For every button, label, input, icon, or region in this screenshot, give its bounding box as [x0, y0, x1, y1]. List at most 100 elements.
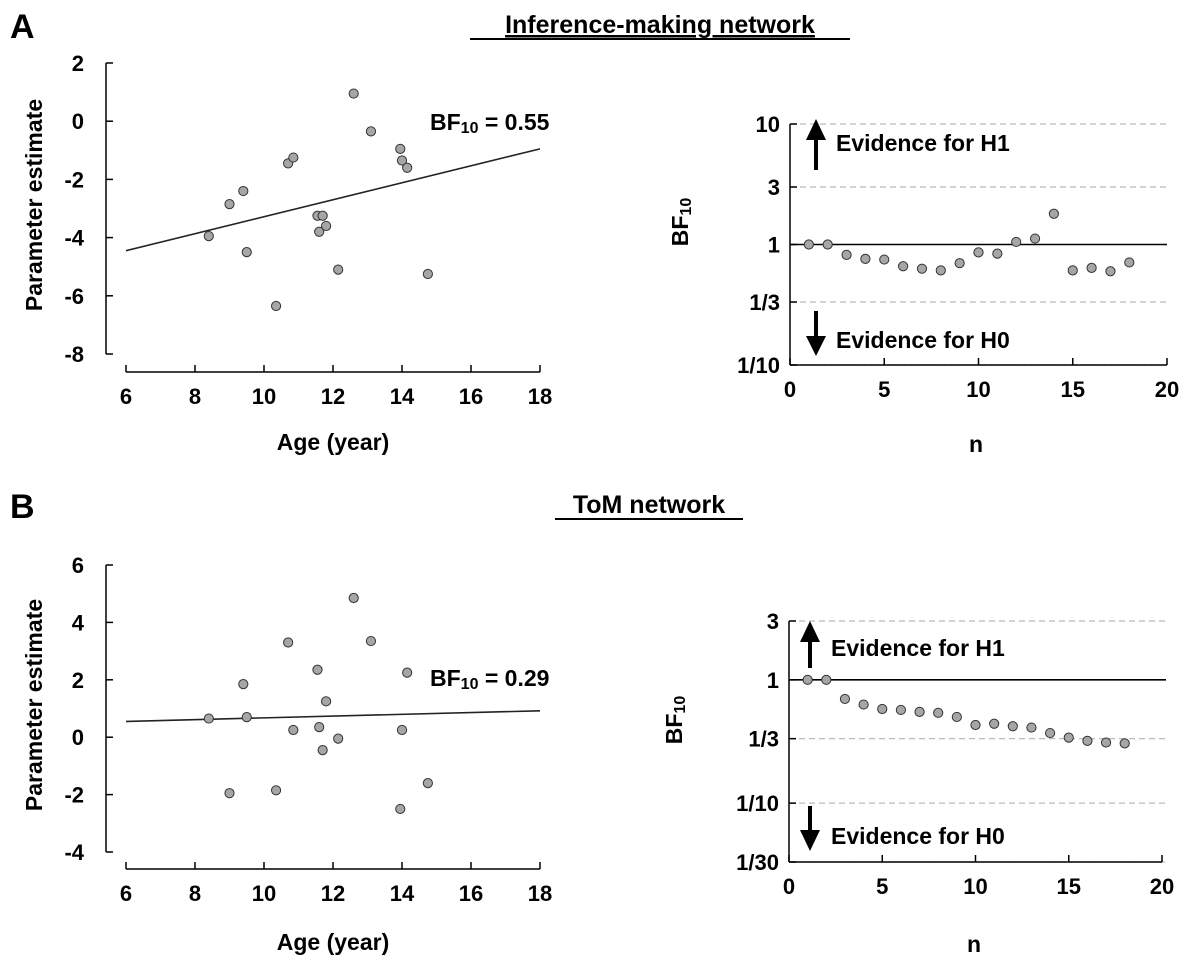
data-point	[396, 155, 408, 166]
y-tick-label: 3	[768, 175, 780, 200]
x-tick-label: 20	[1155, 377, 1179, 402]
data-point	[238, 185, 249, 197]
data-point	[989, 718, 1000, 729]
y-tick-label: 0	[72, 109, 84, 134]
panel-letter-b: B	[10, 488, 35, 526]
x-tick-label: 6	[120, 384, 132, 409]
scatter-a-bf-annotation: BF10 = 0.55	[430, 109, 550, 137]
panel-letter-a: A	[10, 8, 35, 46]
data-point	[224, 788, 235, 799]
panel-title-a: Inference-making network	[505, 11, 815, 39]
data-point	[312, 664, 323, 675]
x-tick-label: 12	[321, 384, 345, 409]
y-tick-label: 1/10	[737, 353, 780, 378]
y-tick-label: 1	[768, 233, 780, 258]
data-point	[1011, 236, 1022, 248]
data-point	[1048, 208, 1060, 219]
x-tick-label: 20	[1150, 874, 1174, 899]
data-point	[879, 254, 890, 265]
data-point	[1063, 732, 1074, 743]
y-tick-label: 10	[756, 112, 780, 137]
x-tick-label: 16	[459, 384, 483, 409]
x-tick-label: 8	[189, 881, 201, 906]
data-point	[877, 703, 888, 715]
data-point	[1086, 262, 1097, 273]
arrow-down-icon	[800, 806, 820, 851]
data-point	[803, 239, 814, 250]
data-point	[1067, 265, 1078, 276]
data-point	[224, 199, 235, 210]
y-tick-label: 2	[72, 51, 84, 76]
bf-b-xlabel: n	[967, 931, 981, 957]
data-point	[1029, 233, 1041, 244]
y-tick-label: -2	[64, 167, 84, 192]
bf-a-xlabel: n	[969, 431, 983, 457]
data-point	[365, 635, 377, 647]
y-tick-label: 2	[72, 668, 84, 693]
data-point	[238, 679, 249, 690]
x-tick-label: 10	[252, 881, 276, 906]
data-point	[822, 239, 833, 250]
data-point	[402, 667, 413, 678]
data-point	[314, 722, 325, 733]
x-tick-label: 18	[528, 384, 552, 409]
data-point	[898, 261, 909, 272]
data-point	[288, 724, 299, 736]
scatter-plot-b: -4 -2 0 2 4 6 6 8 10 12 14 16 18	[64, 553, 552, 906]
y-tick-label: 1/3	[748, 727, 779, 752]
x-tick-label: 10	[252, 384, 276, 409]
data-point	[895, 704, 907, 716]
data-point	[396, 724, 408, 736]
data-point	[333, 733, 344, 744]
data-point	[1105, 266, 1116, 277]
data-point	[1100, 737, 1112, 748]
data-point	[992, 248, 1003, 259]
y-tick-label: -4	[64, 226, 84, 251]
y-tick-label: 1	[767, 668, 779, 693]
y-tick-label: 1/10	[736, 791, 779, 816]
data-point	[288, 152, 299, 163]
data-point	[1007, 721, 1018, 732]
scatter-b-xlabel: Age (year)	[277, 929, 389, 955]
y-tick-label: 1/3	[749, 290, 780, 315]
bf-plot-a: 10 3 1 1/3 1/100 5 10 15 20	[737, 112, 1179, 402]
data-point	[970, 719, 981, 731]
arrow-down-icon	[806, 311, 826, 356]
panel-title-b: ToM network	[573, 491, 725, 519]
data-point	[858, 699, 869, 710]
data-point	[348, 88, 359, 99]
y-tick-label: -2	[64, 783, 84, 808]
x-tick-label: 18	[528, 881, 552, 906]
x-tick-label: 12	[321, 881, 345, 906]
data-point	[914, 706, 925, 717]
data-point	[321, 220, 332, 232]
data-point	[283, 637, 294, 648]
data-point	[241, 247, 252, 258]
data-point	[203, 713, 214, 724]
y-tick-label: -8	[64, 342, 84, 367]
y-tick-label: 0	[72, 725, 84, 750]
data-point	[348, 592, 359, 604]
x-tick-label: 10	[966, 377, 990, 402]
data-point	[317, 210, 328, 221]
data-point	[916, 263, 928, 274]
y-tick-label: 4	[72, 610, 85, 635]
scatter-b-ylabel: Parameter estimate	[21, 599, 47, 811]
x-tick-label: 8	[189, 384, 201, 409]
data-point	[839, 693, 851, 705]
data-point	[321, 696, 332, 707]
bf-b-ylabel: BF10	[661, 696, 689, 745]
data-point	[1082, 735, 1093, 746]
data-point	[841, 249, 852, 260]
bf-b-evidence-h0: Evidence for H0	[831, 823, 1005, 849]
y-tick-label: -4	[64, 840, 84, 865]
data-point	[933, 707, 944, 718]
arrow-up-icon	[800, 621, 820, 668]
bf-plot-b: 3 1 1/3 1/10 1/300 5 10 15 20	[736, 609, 1174, 899]
data-point	[1026, 722, 1037, 733]
data-point	[241, 712, 252, 723]
bf-b-evidence-h1: Evidence for H1	[831, 635, 1005, 661]
data-point	[402, 162, 413, 173]
regression-line	[125, 709, 541, 723]
data-point	[860, 253, 871, 264]
